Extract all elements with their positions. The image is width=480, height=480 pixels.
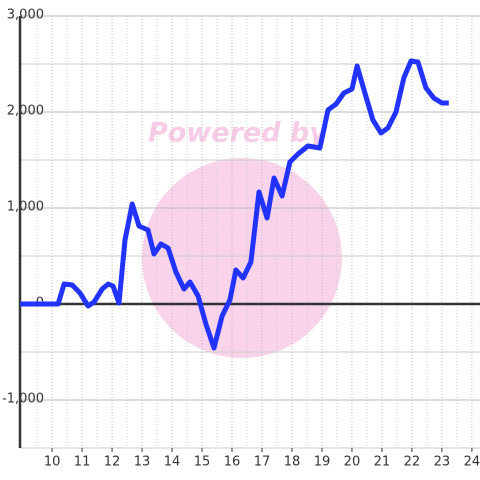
x-tick-label: 20 — [344, 455, 361, 470]
x-tick-label: 12 — [104, 455, 121, 470]
x-tick-label: 17 — [254, 455, 271, 470]
x-tick-label: 11 — [74, 455, 91, 470]
x-tick-label: 19 — [314, 455, 331, 470]
y-tick-label: 3,000 — [7, 8, 44, 23]
x-tick-label: 18 — [284, 455, 301, 470]
y-tick-label: -1,000 — [2, 392, 44, 407]
x-tick-label: 14 — [164, 455, 181, 470]
watermark: Powered by — [148, 118, 328, 149]
y-tick-label: 1,000 — [7, 200, 44, 215]
y-tick-label: 2,000 — [7, 104, 44, 119]
x-tick-label: 16 — [224, 455, 241, 470]
x-tick-label: 15 — [194, 455, 211, 470]
x-tick-label: 22 — [404, 455, 421, 470]
x-tick-label: 23 — [434, 455, 451, 470]
x-tick-label: 24 — [464, 455, 480, 470]
x-tick-label: 10 — [44, 455, 61, 470]
x-tick-label: 13 — [134, 455, 151, 470]
x-tick-label: 21 — [374, 455, 391, 470]
data-line — [20, 58, 449, 351]
